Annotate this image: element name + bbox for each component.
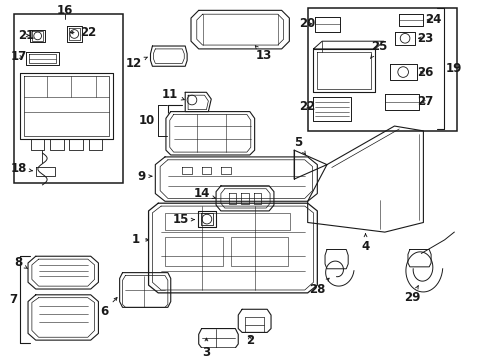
Text: 27: 27 [417,95,434,108]
Text: 25: 25 [370,40,387,58]
Polygon shape [28,295,98,340]
Text: 22: 22 [299,100,316,113]
Polygon shape [308,126,423,232]
Text: 17: 17 [10,50,26,63]
Text: 16: 16 [56,4,73,17]
Text: 15: 15 [172,213,195,226]
Text: 12: 12 [126,57,147,70]
Text: 1: 1 [132,233,148,246]
Text: 2: 2 [246,334,254,347]
Text: 22: 22 [71,26,96,39]
Text: 28: 28 [309,278,329,297]
Polygon shape [166,112,255,155]
Text: 11: 11 [162,88,184,101]
Polygon shape [191,10,290,49]
Text: 10: 10 [139,114,155,127]
Text: 9: 9 [138,170,152,183]
Bar [14,14,122,183]
Text: 7: 7 [9,293,18,306]
Text: 24: 24 [425,13,441,27]
Text: 6: 6 [100,298,117,318]
Polygon shape [20,73,113,139]
Text: 19: 19 [446,62,463,75]
Text: 29: 29 [404,286,420,304]
Text: 18: 18 [10,162,32,175]
Bar [230,237,289,266]
Text: 5: 5 [294,136,305,154]
Bar [165,237,223,266]
Text: 14: 14 [194,187,216,200]
Text: 3: 3 [202,338,211,359]
Bar [308,8,457,131]
Polygon shape [314,41,384,49]
Text: 20: 20 [299,17,316,30]
Text: 4: 4 [362,234,369,253]
Text: 26: 26 [417,66,434,78]
Polygon shape [314,49,375,92]
Polygon shape [155,157,318,201]
Polygon shape [28,256,98,289]
Text: 23: 23 [417,32,434,45]
Polygon shape [120,273,171,307]
Text: 21: 21 [18,29,34,42]
Text: 13: 13 [255,46,272,62]
Polygon shape [148,203,318,293]
Bar [165,213,290,230]
Text: 8: 8 [14,256,28,270]
